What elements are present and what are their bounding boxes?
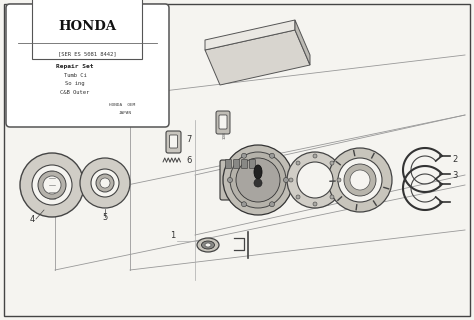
Text: 2: 2: [452, 155, 457, 164]
Circle shape: [32, 165, 72, 205]
Circle shape: [230, 152, 286, 208]
FancyBboxPatch shape: [220, 160, 260, 200]
Circle shape: [287, 152, 343, 208]
Text: HONDA: HONDA: [58, 20, 116, 33]
Ellipse shape: [201, 241, 215, 249]
Ellipse shape: [254, 165, 262, 179]
Circle shape: [296, 161, 300, 165]
Circle shape: [270, 153, 274, 158]
Text: C&B Outer: C&B Outer: [60, 90, 90, 94]
Circle shape: [344, 164, 376, 196]
Circle shape: [223, 145, 293, 215]
Ellipse shape: [205, 243, 211, 247]
Text: 5: 5: [102, 213, 108, 222]
Circle shape: [313, 154, 317, 158]
FancyBboxPatch shape: [216, 111, 230, 134]
Circle shape: [228, 178, 233, 182]
Text: 7: 7: [186, 135, 191, 144]
Circle shape: [100, 178, 110, 188]
FancyBboxPatch shape: [170, 135, 177, 148]
FancyBboxPatch shape: [6, 4, 169, 127]
Circle shape: [20, 153, 84, 217]
Circle shape: [43, 176, 61, 194]
FancyBboxPatch shape: [249, 159, 255, 169]
Polygon shape: [205, 20, 295, 50]
FancyBboxPatch shape: [226, 159, 231, 169]
Text: JAPAN: JAPAN: [118, 111, 132, 115]
Circle shape: [338, 158, 382, 202]
Text: 1: 1: [170, 231, 175, 240]
FancyBboxPatch shape: [166, 131, 181, 153]
Text: HONDA  OEM: HONDA OEM: [109, 103, 135, 107]
Text: 108: 108: [223, 131, 227, 139]
Polygon shape: [295, 20, 310, 65]
Circle shape: [38, 171, 66, 199]
Circle shape: [80, 158, 130, 208]
Circle shape: [350, 170, 370, 190]
Circle shape: [337, 178, 341, 182]
FancyBboxPatch shape: [241, 159, 247, 169]
Circle shape: [330, 195, 334, 199]
Text: 6: 6: [186, 156, 191, 165]
FancyBboxPatch shape: [219, 115, 227, 129]
Circle shape: [283, 178, 289, 182]
Circle shape: [313, 202, 317, 206]
Circle shape: [296, 195, 300, 199]
Polygon shape: [205, 30, 310, 85]
Circle shape: [289, 178, 293, 182]
Text: 3: 3: [452, 171, 458, 180]
Circle shape: [330, 161, 334, 165]
Ellipse shape: [197, 238, 219, 252]
Ellipse shape: [254, 179, 262, 187]
Circle shape: [241, 202, 246, 207]
Circle shape: [328, 148, 392, 212]
Text: Tumb Ci: Tumb Ci: [64, 73, 86, 77]
Circle shape: [241, 153, 246, 158]
Circle shape: [297, 162, 333, 198]
Circle shape: [96, 174, 114, 192]
Circle shape: [91, 169, 119, 197]
Text: Repair Set: Repair Set: [56, 63, 94, 68]
FancyBboxPatch shape: [234, 159, 239, 169]
Circle shape: [270, 202, 274, 207]
Text: 4: 4: [29, 215, 35, 224]
Circle shape: [236, 158, 280, 202]
Text: [SER ES 5081 8442]: [SER ES 5081 8442]: [58, 52, 116, 57]
Text: So ing: So ing: [65, 81, 85, 85]
